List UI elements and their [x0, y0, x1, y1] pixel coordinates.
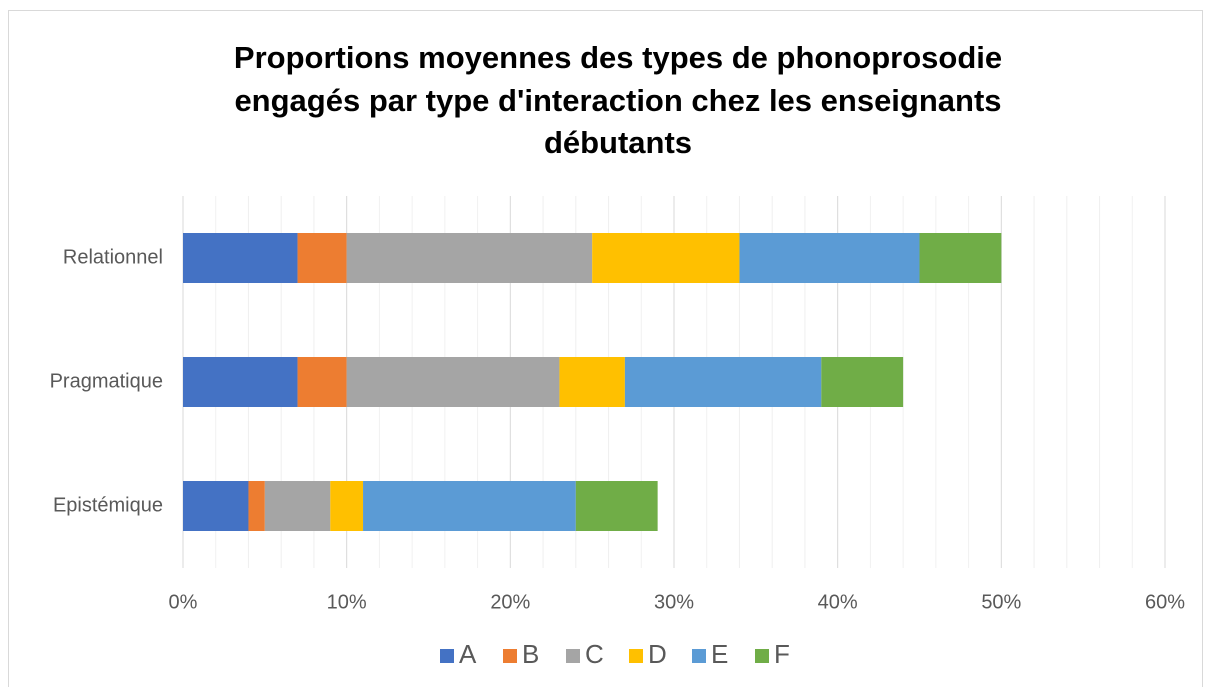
bar-segment — [297, 357, 347, 407]
bar-segment — [624, 357, 822, 407]
legend-label: C — [585, 639, 604, 669]
legend-label: D — [648, 639, 667, 669]
chart-title: engagés par type d'interaction chez les … — [234, 83, 1001, 118]
legend-label: B — [522, 639, 539, 669]
legend-swatch — [755, 649, 769, 663]
bar-segment — [297, 233, 347, 283]
x-tick-label: 10% — [327, 591, 367, 613]
bar-segment — [559, 357, 625, 407]
bar-segment — [919, 233, 1002, 283]
bar-segment — [264, 481, 331, 531]
legend-swatch — [692, 649, 706, 663]
bar-segment — [739, 233, 920, 283]
legend-swatch — [440, 649, 454, 663]
legend-swatch — [503, 649, 517, 663]
x-tick-label: 30% — [654, 591, 694, 613]
bar-segment — [183, 481, 249, 531]
legend-label: F — [774, 639, 790, 669]
legend-swatch — [629, 649, 643, 663]
x-tick-label: 60% — [1145, 591, 1185, 613]
x-tick-label: 40% — [818, 591, 858, 613]
chart-title: Proportions moyennes des types de phonop… — [234, 40, 1002, 75]
bar-segment — [821, 357, 904, 407]
bar-segment — [183, 357, 298, 407]
bar-segment — [346, 357, 560, 407]
bar-segment — [330, 481, 364, 531]
x-tick-label: 50% — [981, 591, 1021, 613]
legend-label: A — [459, 639, 477, 669]
legend-label: E — [711, 639, 728, 669]
bar-segment — [183, 233, 298, 283]
chart-title: débutants — [544, 125, 692, 160]
bar-segment — [363, 481, 576, 531]
bar-segment — [592, 233, 740, 283]
y-tick-label: Pragmatique — [50, 370, 163, 392]
y-tick-label: Relationnel — [63, 246, 163, 268]
bar-segment — [248, 481, 265, 531]
x-tick-label: 0% — [169, 591, 198, 613]
y-tick-label: Epistémique — [53, 494, 163, 516]
bar-segment — [346, 233, 593, 283]
bar-segment — [575, 481, 658, 531]
legend-swatch — [566, 649, 580, 663]
x-tick-label: 20% — [490, 591, 530, 613]
chart-border — [8, 10, 1203, 687]
